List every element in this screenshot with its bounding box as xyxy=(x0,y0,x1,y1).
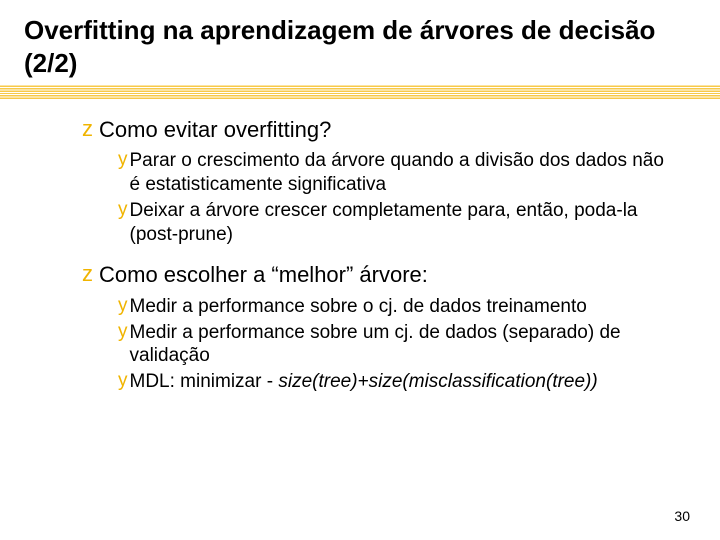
y-bullet-icon: y xyxy=(118,295,128,318)
section-heading: z Como evitar overfitting? xyxy=(82,117,666,143)
mdl-prefix: MDL: minimizar - xyxy=(130,371,279,392)
y-bullet-icon: y xyxy=(118,149,128,172)
slide-title: Overfitting na aprendizagem de árvores d… xyxy=(24,14,696,79)
item-text: Medir a performance sobre o cj. de dados… xyxy=(130,295,587,319)
y-bullet-icon: y xyxy=(118,199,128,222)
section-heading: z Como escolher a “melhor” árvore: xyxy=(82,262,666,288)
item-text: MDL: minimizar - size(tree)+size(misclas… xyxy=(130,370,598,394)
slide: Overfitting na aprendizagem de árvores d… xyxy=(0,0,720,540)
page-number: 30 xyxy=(674,508,690,524)
y-bullet-icon: y xyxy=(118,370,128,393)
z-bullet-icon: z xyxy=(82,262,93,286)
list-item: y Parar o crescimento da árvore quando a… xyxy=(118,149,666,197)
item-text: Medir a performance sobre um cj. de dado… xyxy=(130,321,667,369)
item-text: Parar o crescimento da árvore quando a d… xyxy=(130,149,667,197)
item-text: Deixar a árvore crescer completamente pa… xyxy=(130,199,667,247)
list-item: y Deixar a árvore crescer completamente … xyxy=(118,199,666,247)
list-item: y MDL: minimizar - size(tree)+size(miscl… xyxy=(118,370,666,394)
y-bullet-icon: y xyxy=(118,321,128,344)
list-item: y Medir a performance sobre o cj. de dad… xyxy=(118,295,666,319)
z-bullet-icon: z xyxy=(82,117,93,141)
heading-text: Como evitar overfitting? xyxy=(99,117,331,143)
mdl-formula: size(tree)+size(misclassification(tree)) xyxy=(278,371,597,392)
list-item: y Medir a performance sobre um cj. de da… xyxy=(118,321,666,369)
heading-text: Como escolher a “melhor” árvore: xyxy=(99,262,428,288)
title-underline xyxy=(0,85,720,99)
slide-content: z Como evitar overfitting? y Parar o cre… xyxy=(24,117,696,394)
